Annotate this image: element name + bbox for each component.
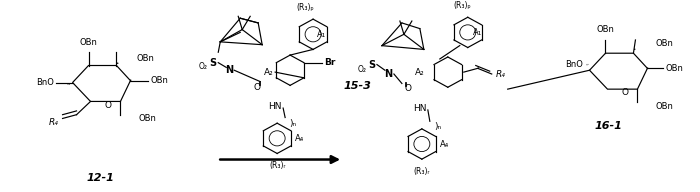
Text: •: • xyxy=(631,47,635,52)
Text: 15-3: 15-3 xyxy=(343,81,371,91)
Text: R₄: R₄ xyxy=(49,118,59,127)
Text: OBn: OBn xyxy=(596,25,615,34)
Text: •: • xyxy=(645,66,648,71)
Text: HN: HN xyxy=(268,102,282,111)
Text: OBn: OBn xyxy=(666,64,683,73)
Text: OBn: OBn xyxy=(136,54,154,63)
Text: )ₙ: )ₙ xyxy=(289,119,296,128)
Text: Br: Br xyxy=(324,58,335,67)
Text: ,,: ,, xyxy=(66,79,71,85)
Text: (R₃)ᵣ: (R₃)ᵣ xyxy=(269,161,286,170)
Text: OBn: OBn xyxy=(139,114,156,123)
Text: 12-1: 12-1 xyxy=(87,173,114,183)
Text: HN: HN xyxy=(413,103,426,113)
Text: A₂: A₂ xyxy=(415,68,425,77)
Text: (R₃)ₚ: (R₃)ₚ xyxy=(296,2,314,12)
Text: (R₃)ᵣ: (R₃)ᵣ xyxy=(414,167,430,176)
Text: )ₙ: )ₙ xyxy=(434,122,441,132)
Text: (R₃)ₚ: (R₃)ₚ xyxy=(453,1,470,10)
Text: A₄: A₄ xyxy=(295,134,304,143)
Text: •: • xyxy=(128,78,131,83)
Text: 16-1: 16-1 xyxy=(594,121,622,131)
Text: O: O xyxy=(405,84,412,93)
Text: N: N xyxy=(225,65,233,75)
Text: S: S xyxy=(210,58,217,68)
Text: BnO: BnO xyxy=(36,78,54,87)
Text: A₁: A₁ xyxy=(317,30,326,39)
Text: N: N xyxy=(384,69,392,79)
Text: A₂: A₂ xyxy=(265,68,274,77)
Text: OBn: OBn xyxy=(150,76,168,85)
Text: A₄: A₄ xyxy=(440,140,449,148)
Text: O₂: O₂ xyxy=(358,65,367,74)
Text: O: O xyxy=(105,101,112,110)
Text: ,,: ,, xyxy=(585,61,589,66)
Text: O₂: O₂ xyxy=(199,62,208,71)
Text: O: O xyxy=(622,89,629,97)
Text: OBn: OBn xyxy=(655,102,673,111)
Text: A₁: A₁ xyxy=(473,28,482,37)
Text: •: • xyxy=(115,60,118,65)
Text: OBn: OBn xyxy=(655,39,673,48)
Text: OBn: OBn xyxy=(80,38,97,47)
Text: S: S xyxy=(368,60,375,70)
Text: BnO: BnO xyxy=(565,60,582,69)
Text: O: O xyxy=(253,83,260,92)
Text: R₄: R₄ xyxy=(496,70,505,79)
